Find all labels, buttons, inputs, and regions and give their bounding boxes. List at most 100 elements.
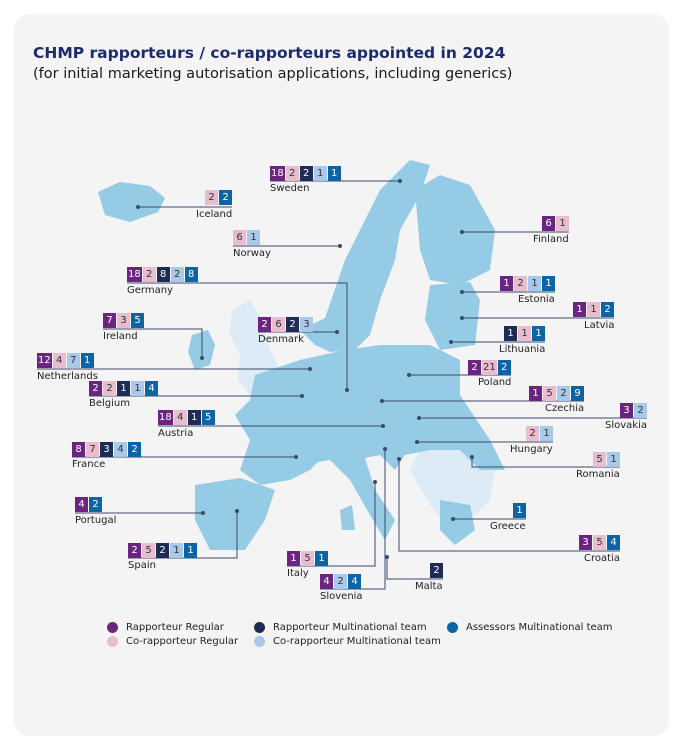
leader-dot-poland [407,373,411,377]
leader-lines [37,179,647,590]
country-label-denmark: Denmark [258,334,304,345]
value-box-rr: 2 [258,317,271,332]
country-values-poland: 2 21 2 [468,360,511,375]
leader-dot-portugal [201,511,205,515]
leader-dot-estonia [460,290,464,294]
country-label-sweden: Sweden [270,183,310,194]
legend-swatch [254,622,265,633]
value-box-am: 2 [497,360,511,375]
leader-dot-iceland [136,205,140,209]
country-values-sweden: 18 2 2 1 1 [270,166,341,181]
value-box-rr: 3 [579,535,592,550]
value-box-cr: 6 [272,317,285,332]
country-values-malta: 2 [430,563,443,578]
value-box-cr: 5 [142,543,155,558]
country-label-czechia: Czechia [545,403,585,414]
country-label-slovakia: Slovakia [605,420,647,431]
value-box-am: 2 [219,190,232,205]
value-box-rr: 2 [468,360,481,375]
value-box-rr: 3 [620,403,633,418]
legend-assessors-multinational: Assessors Multinational team [447,622,613,633]
value-box-cm: 1 [607,452,620,467]
legend-rapporteur-multinational: Rapporteur Multinational team [254,622,427,633]
country-label-lithuania: Lithuania [499,344,546,355]
country-label-croatia: Croatia [584,553,620,564]
legend-co-rapporteur-regular: Co-rapporteur Regular [107,636,238,647]
leader-dot-malta [385,555,389,559]
value-box-cr: 21 [482,360,497,375]
value-box-rr: 2 [89,381,102,396]
value-box-rr: 18 [158,410,173,425]
value-box-cm: 2 [557,386,570,401]
value-box-rm: 3 [100,442,113,457]
legend-swatch [447,622,458,633]
leader-dot-france [294,455,298,459]
value-box-cr: 2 [103,381,116,396]
country-label-netherlands: Netherlands [37,371,98,382]
legend-label: Assessors Multinational team [466,622,613,633]
value-box-cr: 1 [587,302,600,317]
country-label-germany: Germany [127,285,173,296]
value-box-rr: 1 [529,386,542,401]
value-box-rm: 1 [504,326,517,341]
value-box-cm: 1 [313,166,327,181]
value-box-rr: 8 [72,442,85,457]
value-box-cr: 1 [518,326,531,341]
country-label-ireland: Ireland [103,331,138,342]
value-box-cr: 2 [526,426,539,441]
legend-swatch [254,636,265,647]
value-box-cm: 2 [634,403,647,418]
value-box-am: 4 [145,381,158,396]
country-label-slovenia: Slovenia [320,591,363,602]
leader-line-germany [127,282,348,390]
country-label-portugal: Portugal [75,515,117,526]
value-box-cr: 5 [593,452,606,467]
country-label-finland: Finland [533,234,569,245]
value-box-rr: 6 [542,216,555,231]
value-box-rr: 18 [127,267,142,282]
value-box-am: 4 [607,535,620,550]
country-label-iceland: Iceland [196,209,233,220]
legend-label: Rapporteur Regular [126,622,224,633]
value-box-cr: 5 [593,535,606,550]
value-box-am: 1 [184,543,197,558]
value-box-cr: 3 [117,313,130,328]
leader-dot-latvia [460,316,464,320]
country-label-spain: Spain [128,560,156,571]
value-box-cm: 2 [170,267,184,282]
country-label-norway: Norway [233,248,271,259]
value-box-cm: 1 [540,426,553,441]
leader-dot-ireland [200,356,204,360]
country-label-france: France [72,459,106,470]
value-box-am: 1 [513,503,526,518]
value-box-am: 1 [542,276,555,291]
leader-line-croatia [398,459,620,552]
value-box-cr: 2 [285,166,299,181]
legend-co-rapporteur-multinational: Co-rapporteur Multinational team [254,636,441,647]
country-label-romania: Romania [576,469,620,480]
leader-dot-finland [460,230,464,234]
leader-dot-slovakia [417,416,421,420]
value-box-cm: 4 [114,442,127,457]
legend-swatch [107,636,118,647]
value-box-rm: 1 [187,410,201,425]
value-box-am: 2 [89,497,102,512]
value-box-cr: 6 [233,230,246,245]
leader-line-ireland [103,328,203,358]
value-box-am: 9 [571,386,584,401]
value-box-cr: 2 [514,276,527,291]
country-label-italy: Italy [287,568,309,579]
leader-dot-spain [235,509,239,513]
